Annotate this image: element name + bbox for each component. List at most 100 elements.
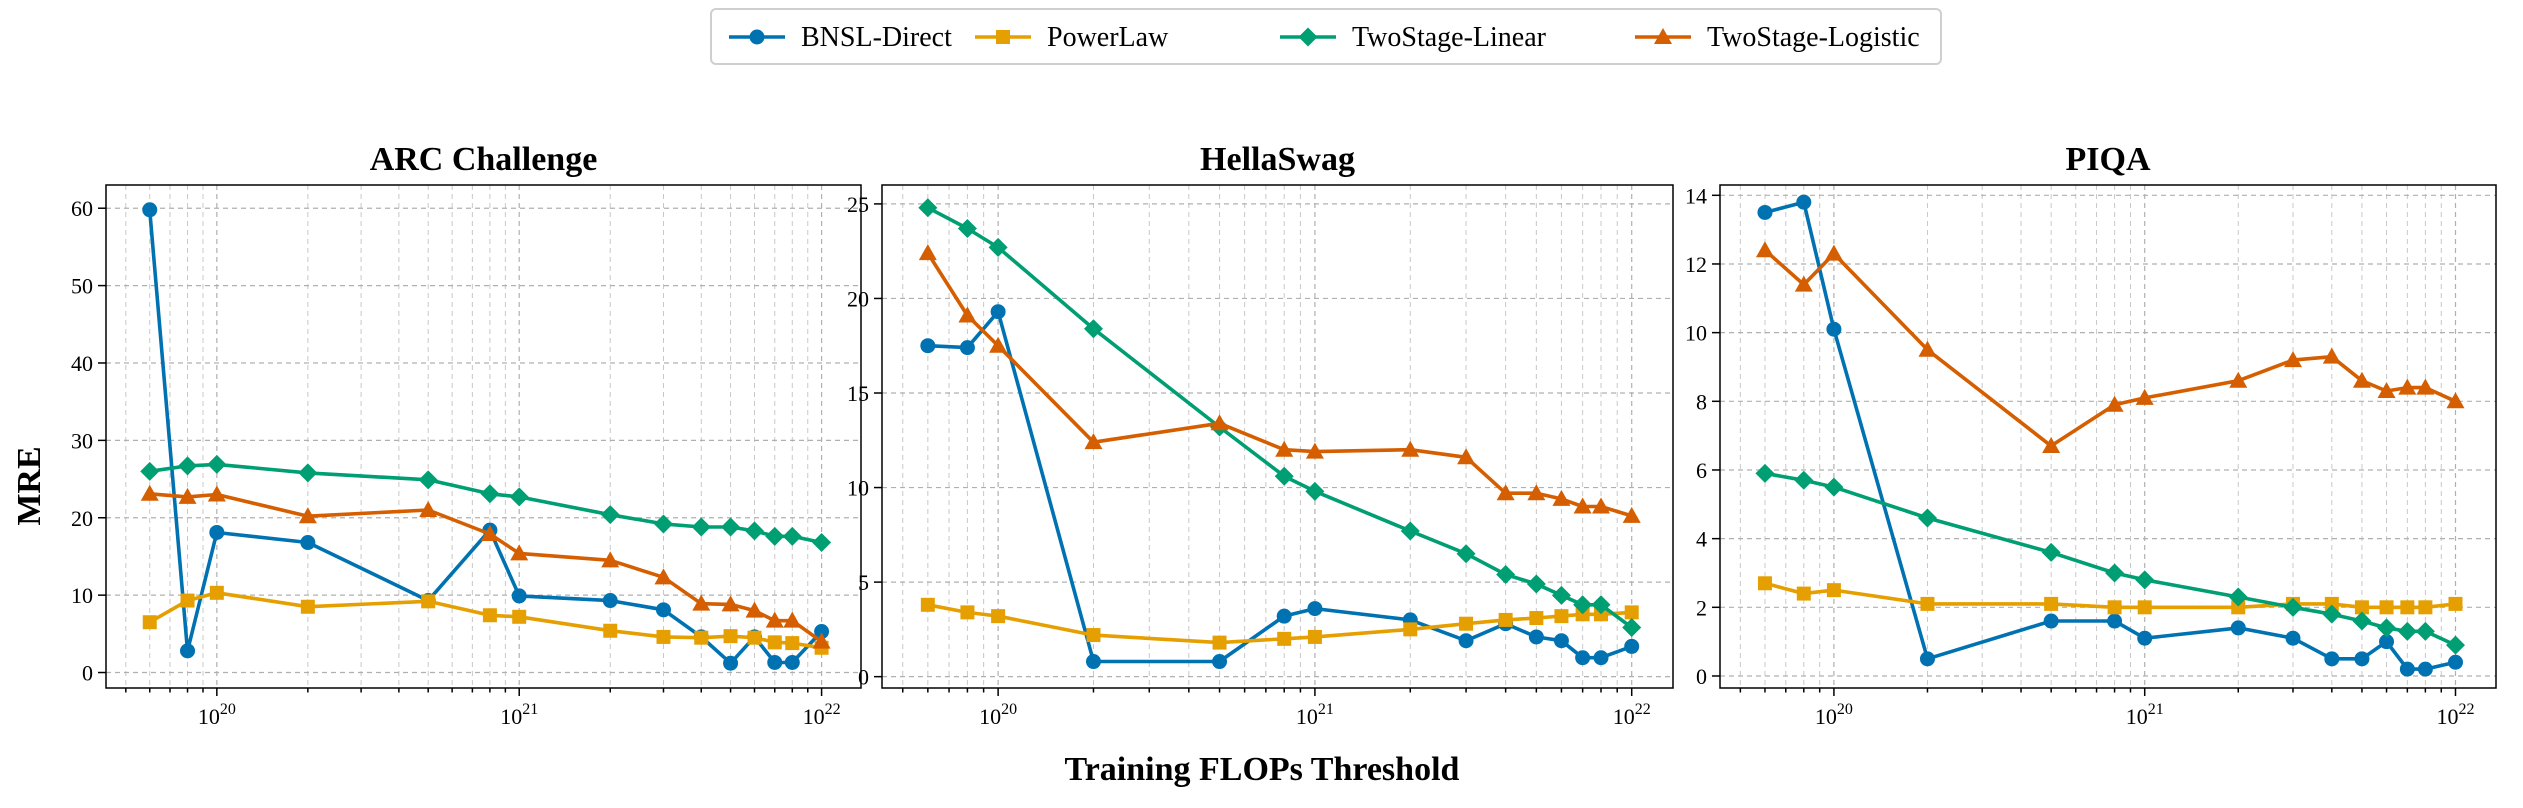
data-point-twostage-linear <box>480 484 500 504</box>
plot-frame <box>881 184 1674 689</box>
data-point-twostage-logistic <box>1457 448 1476 465</box>
data-point-powerlaw <box>2354 600 2369 615</box>
data-point-bnsl-direct <box>511 588 527 604</box>
data-point-twostage-logistic <box>812 632 831 649</box>
x-tick-label: 1020 <box>1815 701 1853 729</box>
y-tick-label: 10 <box>1685 321 1707 346</box>
legend-marker-powerlaw <box>996 30 1010 44</box>
data-point-twostage-linear <box>600 505 620 525</box>
data-point-twostage-linear <box>1794 470 1814 490</box>
grid <box>106 185 861 688</box>
y-tick-label: 20 <box>847 286 869 311</box>
data-point-bnsl-direct <box>2107 613 2123 629</box>
data-point-twostage-linear <box>653 514 673 534</box>
data-point-bnsl-direct <box>723 655 739 671</box>
data-point-powerlaw <box>1920 596 1935 611</box>
data-point-twostage-linear <box>988 237 1008 257</box>
data-point-bnsl-direct <box>209 524 225 540</box>
data-point-twostage-linear <box>2352 611 2372 631</box>
data-point-bnsl-direct <box>1575 650 1591 666</box>
y-tick-label: 6 <box>1696 458 1707 483</box>
y-tick-label: 14 <box>1685 183 1707 208</box>
data-point-bnsl-direct <box>2447 654 2463 670</box>
data-point-twostage-linear <box>812 533 832 553</box>
series-bnsl-direct <box>142 202 830 671</box>
data-point-twostage-logistic <box>1401 440 1420 457</box>
y-tick-label: 50 <box>71 274 93 299</box>
y-tick-label: 0 <box>1696 664 1707 689</box>
ticks: 1020 1021 1022 0 2 4 6 8 10 12 14 <box>1685 183 2474 729</box>
data-point-twostage-logistic <box>1527 484 1546 501</box>
data-point-powerlaw <box>2044 596 2059 611</box>
data-point-twostage-linear <box>2445 635 2465 655</box>
y-tick-label: 20 <box>71 506 93 531</box>
data-point-bnsl-direct <box>784 654 800 670</box>
data-point-twostage-logistic <box>1210 414 1229 431</box>
data-point-powerlaw <box>300 599 315 614</box>
data-point-powerlaw <box>1826 583 1841 598</box>
data-point-twostage-linear <box>2283 597 2303 617</box>
data-point-twostage-linear <box>1274 466 1294 486</box>
y-tick-label: 12 <box>1685 252 1707 277</box>
data-point-bnsl-direct <box>2285 630 2301 646</box>
data-point-bnsl-direct <box>300 535 316 551</box>
data-point-twostage-linear <box>2105 563 2125 583</box>
data-point-bnsl-direct <box>655 602 671 618</box>
plot-frame <box>1719 184 2497 689</box>
data-point-twostage-logistic <box>745 601 764 618</box>
data-point-powerlaw <box>2400 600 2415 615</box>
data-point-twostage-linear <box>1526 574 1546 594</box>
data-point-twostage-linear <box>745 521 765 541</box>
data-point-powerlaw <box>603 623 618 638</box>
y-tick-label: 25 <box>847 192 869 217</box>
data-point-powerlaw <box>1796 586 1811 601</box>
data-point-twostage-linear <box>1591 595 1611 615</box>
series-twostage-linear <box>1755 463 2465 655</box>
data-point-bnsl-direct <box>920 338 936 354</box>
legend-entry-twostage-linear: TwoStage-Linear <box>1280 22 1547 53</box>
series-twostage-logistic <box>918 244 1641 523</box>
data-point-twostage-logistic <box>2322 347 2341 364</box>
data-point-twostage-logistic <box>2377 382 2396 399</box>
data-point-powerlaw <box>767 635 782 650</box>
data-point-powerlaw <box>785 636 800 651</box>
y-tick-label: 40 <box>71 351 93 376</box>
y-tick-label: 0 <box>858 665 869 690</box>
data-point-twostage-linear <box>782 526 802 546</box>
data-point-powerlaw <box>1529 611 1544 626</box>
data-point-twostage-logistic <box>1824 244 1843 261</box>
data-point-twostage-logistic <box>2135 388 2154 405</box>
data-point-powerlaw <box>747 630 762 645</box>
data-point-twostage-linear <box>1824 477 1844 497</box>
data-point-twostage-logistic <box>1592 497 1611 514</box>
y-tick-label: 60 <box>71 196 93 221</box>
data-point-twostage-logistic <box>1305 442 1324 459</box>
data-point-bnsl-direct <box>1307 601 1323 617</box>
data-point-bnsl-direct <box>2379 634 2395 650</box>
x-tick-label: 1021 <box>1296 701 1334 729</box>
data-point-twostage-linear <box>1622 617 1642 637</box>
y-tick-label: 2 <box>1696 595 1707 620</box>
data-point-bnsl-direct <box>2354 651 2370 667</box>
data-point-twostage-logistic <box>2446 392 2465 409</box>
data-point-twostage-linear <box>418 470 438 490</box>
x-tick-label: 1022 <box>2436 701 2474 729</box>
data-point-twostage-logistic <box>765 611 784 628</box>
series-twostage-linear <box>140 454 832 553</box>
legend-entry-bnsl-direct: BNSL-Direct <box>729 22 952 53</box>
x-axis-label: Training FLOPs Threshold <box>1065 751 1460 788</box>
data-point-powerlaw <box>1554 609 1569 624</box>
panel-title: HellaSwag <box>1200 141 1355 178</box>
data-point-twostage-logistic <box>510 544 529 561</box>
data-point-bnsl-direct <box>2230 620 2246 636</box>
data-point-twostage-logistic <box>1918 340 1937 357</box>
data-point-twostage-linear <box>1755 463 1775 483</box>
legend-marker-twostage-logistic <box>1654 28 1672 44</box>
panel-title: ARC Challenge <box>370 141 598 178</box>
data-point-twostage-linear <box>1917 508 1937 528</box>
legend-label-bnsl-direct: BNSL-Direct <box>801 22 952 53</box>
data-point-twostage-linear <box>1083 319 1103 339</box>
data-point-bnsl-direct <box>2324 651 2340 667</box>
x-tick-label: 1022 <box>1613 701 1651 729</box>
data-point-powerlaw <box>482 608 497 623</box>
